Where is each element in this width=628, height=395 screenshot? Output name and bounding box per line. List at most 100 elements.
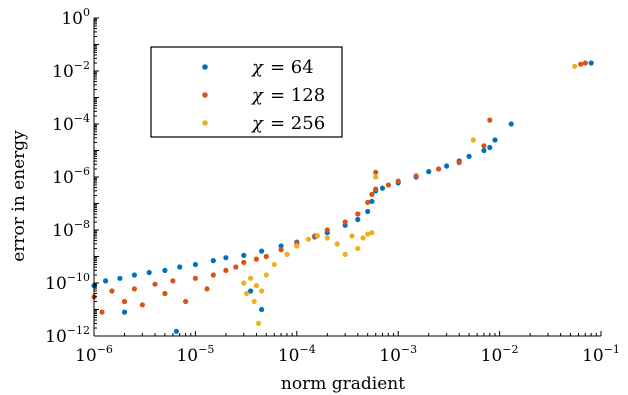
data-point: [456, 160, 462, 166]
data-point: [204, 286, 210, 292]
data-point: [355, 216, 361, 223]
data-point: [170, 278, 176, 284]
data-point: [342, 219, 348, 225]
data-point: [508, 121, 514, 127]
y-tick-label: 10−2: [52, 59, 90, 82]
legend-label: = 128: [270, 85, 325, 106]
tick-labels: 10−6 10−5 10−4 10−3 10−2 10−1 10−12 10−10 10−8 10…: [45, 6, 620, 366]
legend-symbol: χ: [250, 85, 264, 106]
legend-symbol: χ: [250, 57, 264, 78]
x-tick-label: 10−3: [379, 343, 417, 366]
data-point: [314, 233, 321, 239]
data-point: [146, 269, 152, 276]
data-point: [241, 280, 247, 286]
data-point: [248, 288, 254, 294]
data-point: [177, 264, 183, 270]
data-point: [121, 298, 128, 305]
data-point: [278, 243, 284, 249]
data-points: [91, 60, 594, 334]
data-point: [121, 309, 128, 315]
data-point: [253, 283, 259, 289]
data-point: [173, 328, 179, 334]
data-point: [324, 227, 330, 233]
data-point: [139, 302, 145, 308]
data-point: [342, 251, 348, 257]
data-point: [355, 245, 361, 252]
data-point: [192, 261, 198, 268]
data-point: [373, 186, 379, 192]
x-tick-label: 10−5: [176, 343, 214, 366]
data-point: [365, 231, 371, 237]
y-tick-label: 100: [61, 6, 90, 29]
data-point: [373, 169, 379, 175]
data-point: [369, 191, 375, 197]
data-point: [305, 236, 311, 242]
y-tick-label: 10−10: [45, 271, 90, 294]
y-tick-label: 10−4: [52, 112, 90, 135]
data-point: [192, 275, 198, 281]
data-point: [360, 235, 366, 241]
data-point: [588, 60, 594, 66]
data-point: [210, 258, 216, 264]
axes: [93, 17, 602, 337]
data-point: [183, 298, 189, 305]
data-point: [470, 137, 476, 143]
data-point: [223, 255, 229, 261]
data-point: [259, 306, 265, 313]
legend-box: [150, 46, 343, 138]
data-point: [582, 60, 588, 66]
data-point: [365, 208, 371, 215]
y-axis-title: error in energy: [9, 130, 29, 262]
y-tick-label: 10−12: [45, 324, 90, 347]
data-point: [259, 248, 265, 254]
data-point: [324, 235, 330, 241]
data-point: [109, 288, 115, 294]
x-tick-label: 10−6: [75, 343, 113, 366]
data-point: [117, 275, 123, 281]
data-point: [259, 288, 265, 294]
data-point: [481, 143, 487, 149]
data-point: [369, 198, 375, 204]
data-point: [413, 173, 419, 179]
x-tick-label: 10−1: [582, 343, 620, 366]
data-point: [241, 252, 247, 258]
data-point: [436, 166, 442, 172]
legend-label: = 64: [270, 57, 314, 78]
data-point: [349, 233, 355, 239]
data-point: [334, 241, 340, 247]
data-point: [369, 230, 375, 236]
data-point: [210, 272, 216, 278]
data-point: [572, 63, 578, 69]
data-point: [241, 259, 247, 265]
data-point: [244, 290, 250, 297]
data-point: [223, 267, 229, 273]
data-point: [263, 253, 269, 260]
legend-symbol: χ: [250, 113, 264, 134]
data-point: [253, 256, 259, 262]
data-point: [492, 137, 498, 143]
data-point: [131, 286, 137, 292]
data-point: [103, 278, 109, 284]
data-point: [578, 61, 584, 67]
y-tick-label: 10−6: [52, 165, 90, 188]
data-point: [444, 163, 450, 169]
data-point: [284, 251, 290, 257]
data-point: [365, 199, 371, 205]
data-point: [395, 178, 401, 184]
legend-label: = 256: [270, 113, 325, 134]
data-point: [355, 211, 361, 217]
legend-marker: [202, 120, 208, 126]
data-point: [271, 261, 277, 268]
data-point: [256, 320, 262, 326]
data-point: [294, 243, 300, 249]
data-point: [487, 144, 493, 151]
legend: χ = 64 χ = 128 χ = 256: [150, 46, 343, 138]
data-point: [131, 272, 137, 278]
data-point: [466, 153, 472, 159]
data-point: [162, 267, 168, 273]
data-point: [385, 182, 391, 188]
x-axis-title: norm gradient: [281, 374, 405, 394]
data-point: [487, 117, 493, 123]
data-point: [263, 272, 269, 278]
